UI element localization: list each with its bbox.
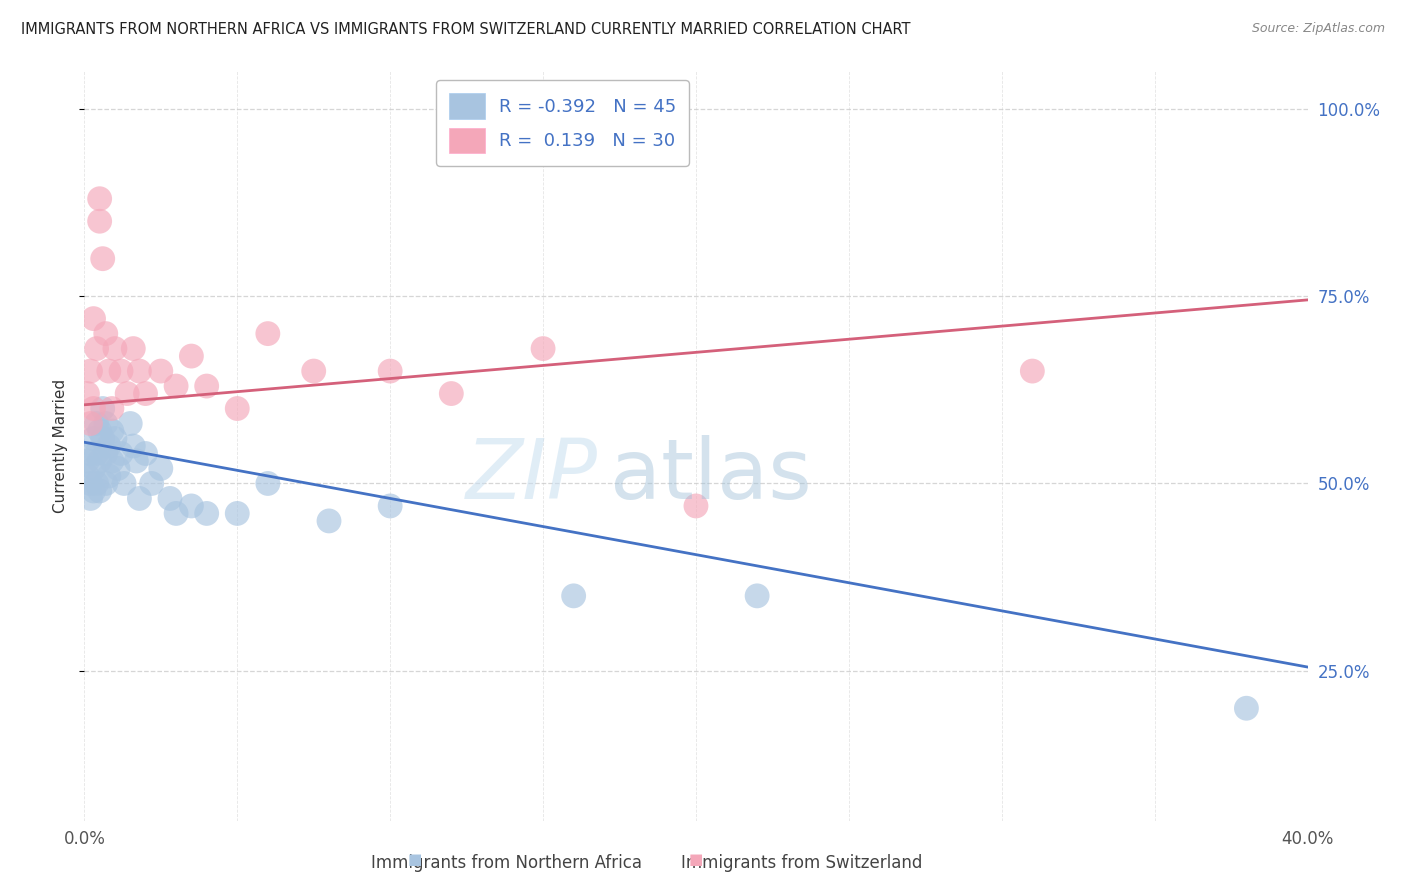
Point <box>83 483 105 498</box>
Point <box>440 386 463 401</box>
Point <box>1236 701 1258 715</box>
Point <box>94 446 117 460</box>
Point <box>79 417 101 431</box>
Point <box>86 417 108 431</box>
Text: Immigrants from Switzerland: Immigrants from Switzerland <box>681 855 922 872</box>
Point <box>149 461 172 475</box>
Point <box>76 386 98 401</box>
Point <box>91 401 114 416</box>
Y-axis label: Currently Married: Currently Married <box>53 379 69 513</box>
Text: IMMIGRANTS FROM NORTHERN AFRICA VS IMMIGRANTS FROM SWITZERLAND CURRENTLY MARRIED: IMMIGRANTS FROM NORTHERN AFRICA VS IMMIG… <box>21 22 911 37</box>
Point <box>747 589 769 603</box>
Point <box>149 364 172 378</box>
Point <box>94 326 117 341</box>
Point <box>89 424 111 438</box>
Text: Source: ZipAtlas.com: Source: ZipAtlas.com <box>1251 22 1385 36</box>
Point <box>79 491 101 506</box>
Point <box>125 454 148 468</box>
Point <box>86 476 108 491</box>
Point <box>86 446 108 460</box>
Point <box>226 507 249 521</box>
Point <box>380 499 402 513</box>
Point <box>531 342 554 356</box>
Point <box>141 476 163 491</box>
Point <box>97 469 120 483</box>
Text: ■: ■ <box>689 852 703 867</box>
Point <box>91 252 114 266</box>
Point <box>115 386 138 401</box>
Point <box>94 476 117 491</box>
Point <box>195 507 218 521</box>
Point <box>380 364 402 378</box>
Point <box>1021 364 1043 378</box>
Point <box>101 454 124 468</box>
Point <box>86 342 108 356</box>
Point <box>180 499 202 513</box>
Point <box>79 476 101 491</box>
Point <box>101 424 124 438</box>
Point <box>120 417 142 431</box>
Point <box>165 379 187 393</box>
Point <box>104 342 127 356</box>
Point <box>83 401 105 416</box>
Point <box>165 507 187 521</box>
Legend: R = -0.392   N = 45, R =  0.139   N = 30: R = -0.392 N = 45, R = 0.139 N = 30 <box>436 80 689 166</box>
Text: atlas: atlas <box>610 435 813 516</box>
Point <box>302 364 325 378</box>
Point <box>128 491 150 506</box>
Point <box>135 386 157 401</box>
Text: ■: ■ <box>408 852 422 867</box>
Point <box>122 439 145 453</box>
Point <box>89 483 111 498</box>
Point <box>97 439 120 453</box>
Point <box>89 192 111 206</box>
Point <box>83 432 105 446</box>
Point <box>101 401 124 416</box>
Point <box>91 432 114 446</box>
Point <box>110 446 132 460</box>
Point <box>94 417 117 431</box>
Point <box>159 491 181 506</box>
Point <box>83 461 105 475</box>
Point <box>89 214 111 228</box>
Point <box>257 476 280 491</box>
Point <box>128 364 150 378</box>
Point <box>562 589 585 603</box>
Point <box>79 446 101 460</box>
Point <box>122 342 145 356</box>
Point <box>76 454 98 468</box>
Point <box>318 514 340 528</box>
Point <box>180 349 202 363</box>
Point <box>257 326 280 341</box>
Point <box>97 364 120 378</box>
Point <box>89 454 111 468</box>
Point <box>135 446 157 460</box>
Point <box>110 364 132 378</box>
Point <box>195 379 218 393</box>
Point <box>79 364 101 378</box>
Text: Immigrants from Northern Africa: Immigrants from Northern Africa <box>371 855 641 872</box>
Point <box>226 401 249 416</box>
Point <box>83 311 105 326</box>
Point <box>104 432 127 446</box>
Point <box>685 499 707 513</box>
Text: ZIP: ZIP <box>467 435 598 516</box>
Point <box>107 461 129 475</box>
Point <box>112 476 135 491</box>
Point <box>76 469 98 483</box>
